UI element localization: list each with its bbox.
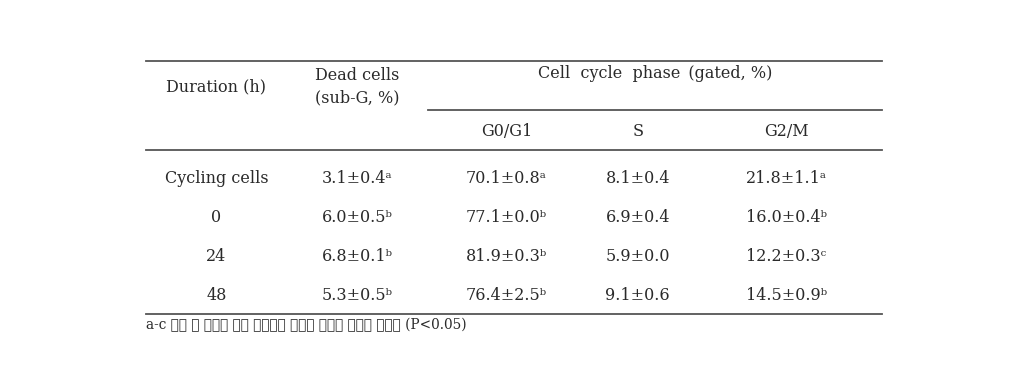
Text: 0: 0 [211, 209, 221, 226]
Text: 14.5±0.9ᵇ: 14.5±0.9ᵇ [746, 287, 827, 304]
Text: 8.1±0.4: 8.1±0.4 [606, 170, 670, 187]
Text: 24: 24 [206, 248, 226, 265]
Text: Dead cells
(sub-G, %): Dead cells (sub-G, %) [315, 67, 399, 106]
Text: G0/G1: G0/G1 [481, 123, 532, 140]
Text: 9.1±0.6: 9.1±0.6 [606, 287, 670, 304]
Text: 76.4±2.5ᵇ: 76.4±2.5ᵇ [466, 287, 547, 304]
Text: a-c 같은 열 내에서 다른 위첨자는 유의한 차이가 있음을 의미함 (P<0.05): a-c 같은 열 내에서 다른 위첨자는 유의한 차이가 있음을 의미함 (P<… [146, 318, 467, 332]
Text: 48: 48 [206, 287, 226, 304]
Text: 81.9±0.3ᵇ: 81.9±0.3ᵇ [466, 248, 547, 265]
Text: 5.9±0.0: 5.9±0.0 [606, 248, 670, 265]
Text: 21.8±1.1ᵃ: 21.8±1.1ᵃ [746, 170, 827, 187]
Text: Duration (h): Duration (h) [167, 78, 267, 95]
Text: S: S [632, 123, 643, 140]
Text: 5.3±0.5ᵇ: 5.3±0.5ᵇ [323, 287, 393, 304]
Text: Cell  cycle  phase (gated, %): Cell cycle phase (gated, %) [538, 65, 772, 82]
Text: 6.9±0.4: 6.9±0.4 [606, 209, 670, 226]
Text: Cycling cells: Cycling cells [165, 170, 268, 187]
Text: 6.8±0.1ᵇ: 6.8±0.1ᵇ [323, 248, 393, 265]
Text: 6.0±0.5ᵇ: 6.0±0.5ᵇ [323, 209, 393, 226]
Text: 12.2±0.3ᶜ: 12.2±0.3ᶜ [746, 248, 827, 265]
Text: 16.0±0.4ᵇ: 16.0±0.4ᵇ [746, 209, 827, 226]
Text: 70.1±0.8ᵃ: 70.1±0.8ᵃ [466, 170, 547, 187]
Text: G2/M: G2/M [764, 123, 809, 140]
Text: 3.1±0.4ᵃ: 3.1±0.4ᵃ [323, 170, 393, 187]
Text: 77.1±0.0ᵇ: 77.1±0.0ᵇ [466, 209, 547, 226]
